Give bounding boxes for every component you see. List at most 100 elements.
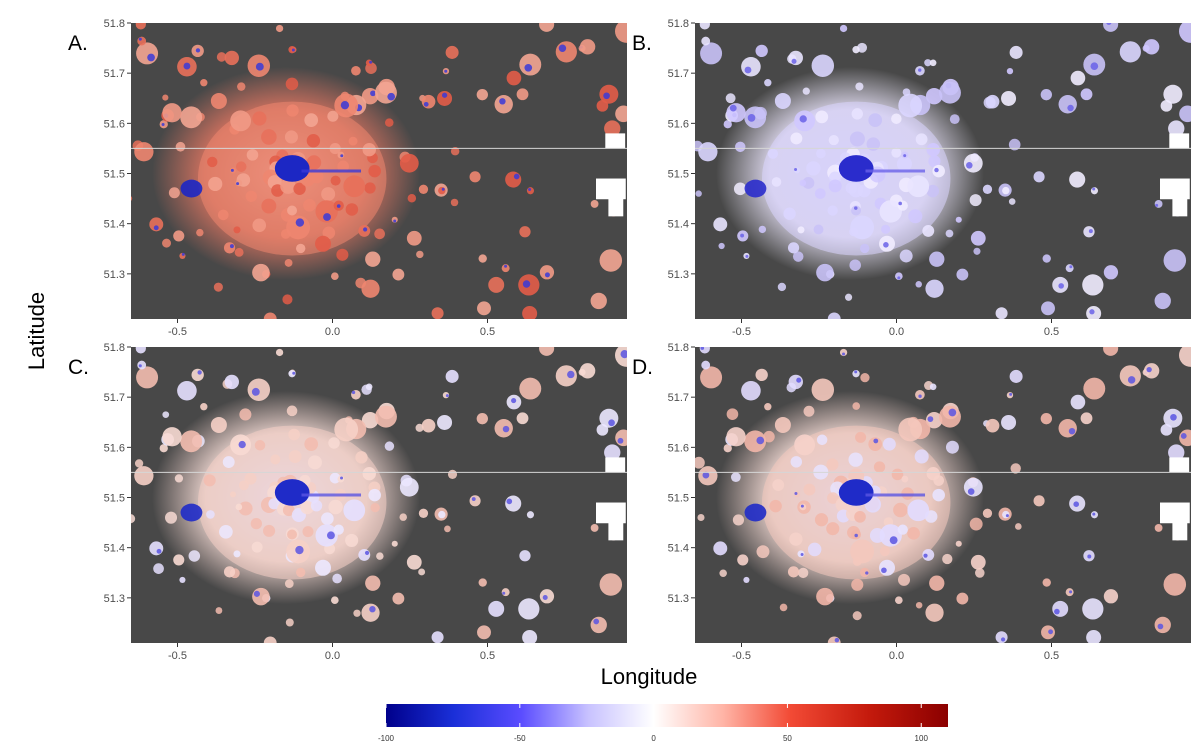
settlement-cell (1070, 394, 1086, 410)
settlement-cell (744, 430, 767, 453)
settlement-cell (1163, 249, 1187, 272)
settlement-cell (345, 203, 359, 216)
x-tick-label: -0.5 (168, 326, 187, 338)
settlement-cell (787, 242, 800, 254)
map-panel-c: 51.3 51.4 51.5 51.6 51.7 51.8 -0.5 0.0 0.5 C. (68, 342, 627, 662)
settlement-cell (982, 184, 993, 194)
settlement-cell (701, 360, 711, 370)
settlement-cell (153, 563, 164, 574)
settlement-cell (802, 87, 810, 95)
settlement-cell (730, 472, 741, 483)
settlement-cell (894, 272, 903, 281)
settlement-cell (330, 596, 339, 605)
western-core (180, 503, 203, 522)
settlement-cell (131, 514, 136, 524)
settlement-cell (365, 575, 381, 591)
settlement-cell (1119, 365, 1141, 387)
settlement-cell (230, 110, 252, 132)
settlement-cell (368, 488, 381, 502)
settlement-cell (1008, 198, 1016, 205)
settlement-cell (803, 483, 816, 496)
missing-data-patch (1160, 178, 1190, 200)
settlement-cell (929, 251, 945, 267)
settlement-cell (929, 383, 937, 391)
y-tick-label: 51.5 (104, 169, 125, 181)
settlement-cell (945, 440, 959, 454)
settlement-cell (149, 217, 164, 232)
settlement-cell (304, 437, 319, 451)
settlement-cell (223, 566, 236, 578)
settlement-cell (345, 533, 359, 547)
settlement-cell (852, 402, 861, 410)
y-tick-label: 51.5 (104, 493, 125, 505)
settlement-cell (922, 224, 935, 237)
settlement-cell (922, 548, 935, 561)
settlement-cell (399, 477, 419, 497)
settlement-cell (173, 554, 185, 566)
settlement-cell (898, 93, 923, 118)
settlement-cell (234, 247, 244, 257)
settlement-cell (827, 636, 841, 643)
settlement-cell (1001, 90, 1017, 107)
settlement-cell (700, 366, 723, 389)
settlement-cell (416, 250, 424, 259)
settlement-cell (790, 132, 803, 145)
settlement-cell (891, 147, 902, 158)
settlement-cell (855, 431, 867, 443)
settlement-cell (315, 235, 332, 252)
settlement-cell (179, 576, 186, 583)
settlement-cell (590, 524, 599, 532)
settlement-cell (418, 184, 429, 194)
settlement-cell (755, 44, 768, 58)
settlement-cell (615, 429, 627, 447)
settlement-cell (995, 631, 1008, 643)
map-panel-a: 51.3 51.4 51.5 51.6 51.7 51.8 -0.5 0.0 0.5 A. (68, 18, 627, 338)
y-tick-label: 51.3 (104, 593, 125, 605)
settlement-cell (469, 495, 481, 507)
settlement-cell (802, 177, 815, 189)
y-tick-label: 51.8 (104, 18, 125, 30)
settlement-cell (275, 24, 284, 33)
settlement-cell (907, 175, 930, 198)
settlement-cell (839, 24, 848, 33)
settlement-cell (713, 217, 728, 232)
settlement-cell (719, 569, 727, 578)
settlement-cell (329, 472, 341, 484)
settlement-cell (418, 568, 426, 576)
y-tick-label: 51.5 (668, 169, 689, 181)
settlement-cell (1070, 70, 1086, 86)
settlement-cell (315, 200, 338, 223)
settlement-cell (816, 263, 834, 282)
settlement-cell (252, 111, 267, 126)
settlement-cell (1058, 95, 1077, 114)
settlement-cell (223, 242, 236, 254)
y-tick-label: 51.7 (668, 392, 689, 404)
settlement-cell (718, 242, 725, 250)
settlement-cell (200, 79, 208, 87)
missing-data-patch (1160, 502, 1190, 524)
settlement-cell (136, 42, 159, 65)
settlement-cell (828, 179, 842, 193)
settlement-cell (365, 383, 373, 391)
settlement-cell (815, 110, 829, 124)
settlement-cell (925, 603, 944, 622)
settlement-cell (334, 417, 359, 442)
settlement-cell (860, 372, 870, 383)
settlement-cell (713, 541, 728, 556)
settlement-cell (788, 374, 803, 390)
settlement-cell (811, 378, 835, 401)
settlement-cell (973, 247, 981, 255)
settlement-cell (362, 466, 376, 481)
settlement-cell (851, 578, 864, 591)
settlement-cell (287, 205, 298, 216)
settlement-cell (1008, 138, 1021, 151)
settlement-cell (1040, 412, 1052, 425)
settlement-cell (351, 65, 361, 76)
settlement-cell (447, 469, 458, 479)
settlement-cell (758, 225, 767, 234)
settlement-cell (361, 412, 379, 429)
settlement-cell (1163, 84, 1183, 104)
settlement-cell (814, 513, 829, 527)
settlement-cell (407, 194, 417, 203)
settlement-cell (321, 512, 334, 526)
